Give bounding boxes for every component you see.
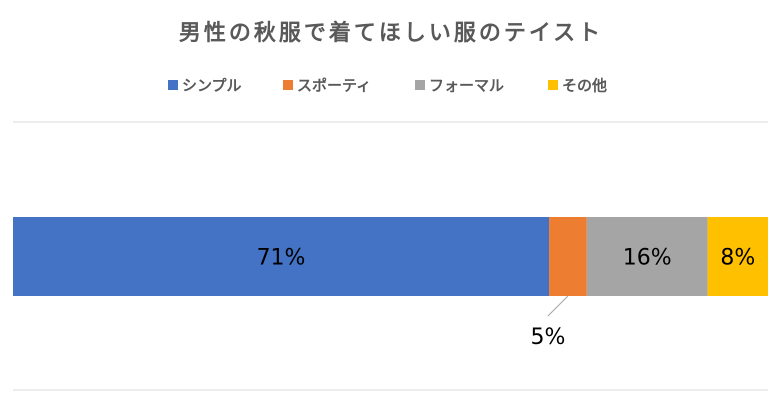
bar-segment: [549, 217, 587, 296]
leader-line: [547, 295, 569, 317]
legend-label: スポーティ: [297, 77, 371, 95]
data-label: 5%: [530, 325, 565, 350]
bar-segment: [586, 217, 708, 296]
data-label: 71%: [257, 246, 306, 271]
data-label: 8%: [720, 246, 755, 271]
bar-segment: [707, 217, 768, 296]
legend-swatch: [415, 80, 425, 90]
legend-swatch: [168, 80, 178, 90]
legend-label: フォーマル: [429, 77, 504, 95]
data-label: 16%: [623, 246, 672, 271]
legend-label: その他: [562, 77, 607, 95]
bar-segment: [13, 217, 550, 296]
legend-swatch: [548, 80, 558, 90]
legend-label: シンプル: [182, 77, 242, 95]
legend-swatch: [283, 80, 293, 90]
chart-title: 男性の秋服で着てほしい服のテイスト: [179, 20, 603, 46]
